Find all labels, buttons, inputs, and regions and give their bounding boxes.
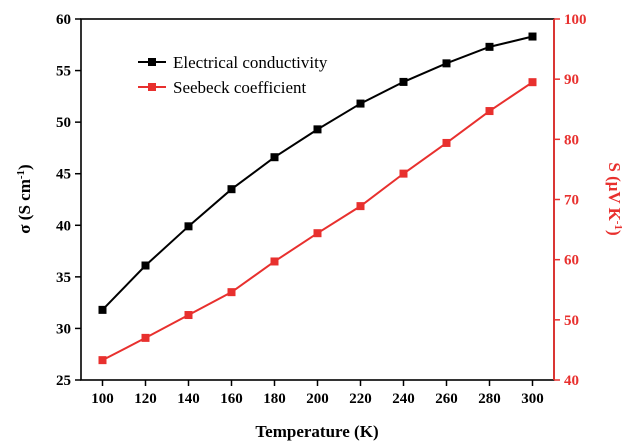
right-y-tick-label: 60: [564, 253, 579, 269]
x-tick-label: 140: [177, 391, 200, 407]
left-y-tick-label: 60: [56, 12, 71, 28]
data-point-series-0: [399, 77, 408, 86]
right-y-tick-label: 90: [564, 72, 579, 88]
data-point-series-1: [442, 138, 451, 147]
legend-label-conductivity: Electrical conductivity: [173, 53, 328, 72]
data-point-series-0: [227, 185, 236, 194]
legend-marker-seebeck: [148, 83, 156, 91]
left-y-tick-label: 25: [56, 373, 71, 389]
x-tick-label: 240: [392, 391, 415, 407]
left-y-tick-label: 45: [56, 167, 71, 183]
series-line-0: [101, 35, 533, 311]
data-point-series-0: [184, 222, 193, 231]
left-y-tick-label: 40: [56, 218, 71, 234]
right-y-axis: 40 50 60 70 80 90 100: [554, 12, 587, 389]
left-y-tick-label: 55: [56, 64, 71, 80]
right-y-axis-title: S (μV K-1): [605, 162, 624, 235]
x-tick-label: 200: [306, 391, 329, 407]
series-line-1: [102, 81, 534, 362]
data-point-series-0: [485, 42, 494, 51]
plot-frame-left: [80, 18, 555, 381]
x-tick-label: 260: [435, 391, 458, 407]
legend-label-seebeck: Seebeck coefficient: [173, 78, 307, 97]
right-y-tick-label: 70: [564, 193, 579, 209]
data-point-series-0: [528, 32, 537, 41]
data-point-series-1: [399, 169, 408, 178]
right-y-tick-label: 80: [564, 132, 579, 148]
x-axis: 100 120 140 160 180 200 220 240 260 280 300: [91, 380, 544, 407]
data-point-series-0: [141, 261, 150, 270]
right-y-tick-label: 50: [564, 313, 579, 329]
x-tick-label: 100: [91, 391, 114, 407]
right-y-tick-label: 40: [564, 373, 579, 389]
right-y-tick-label: 100: [564, 12, 587, 28]
legend-marker-conductivity: [148, 58, 156, 66]
data-point-series-1: [270, 257, 279, 266]
x-tick-label: 160: [220, 391, 243, 407]
data-point-series-0: [98, 305, 107, 314]
data-point-series-1: [98, 356, 107, 365]
left-y-tick-label: 50: [56, 115, 71, 131]
left-y-axis: 25 30 35 40 45 50 55 60: [56, 12, 81, 389]
x-tick-label: 220: [349, 391, 372, 407]
data-point-series-1: [141, 333, 150, 342]
x-tick-label: 280: [478, 391, 501, 407]
data-point-series-0: [270, 153, 279, 162]
x-tick-label: 120: [134, 391, 157, 407]
data-point-series-0: [356, 99, 365, 108]
data-point-series-1: [184, 311, 193, 320]
series-markers: [98, 32, 537, 365]
left-y-tick-label: 35: [56, 270, 71, 286]
data-point-series-0: [313, 125, 322, 134]
x-axis-title: Temperature (K): [255, 422, 378, 441]
data-point-series-1: [356, 202, 365, 211]
data-point-series-0: [442, 59, 451, 68]
x-tick-label: 300: [521, 391, 544, 407]
data-point-series-1: [528, 78, 537, 87]
data-point-series-1: [313, 229, 322, 238]
left-y-tick-label: 30: [56, 321, 71, 337]
series-lines: [101, 35, 534, 362]
left-y-axis-title: σ (S cm-1): [15, 164, 34, 233]
x-tick-label: 180: [263, 391, 286, 407]
data-point-series-1: [485, 107, 494, 116]
legend: Electrical conductivity Seebeck coeffici…: [138, 53, 328, 97]
data-point-series-1: [227, 288, 236, 297]
